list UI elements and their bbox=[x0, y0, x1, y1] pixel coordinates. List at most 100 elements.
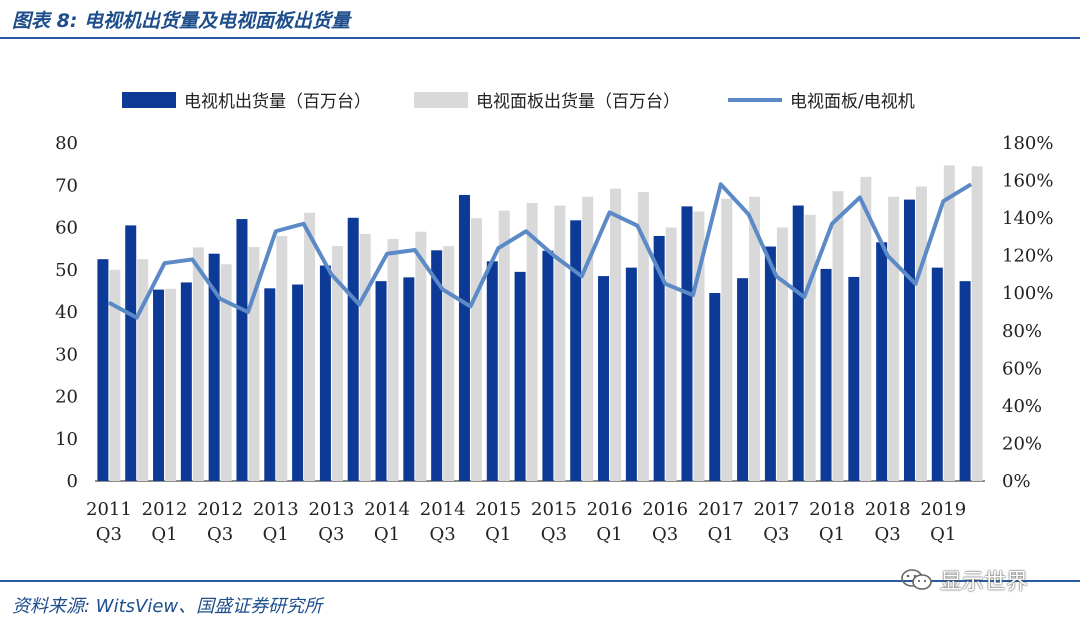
y-left-tick-label: 10 bbox=[55, 429, 78, 450]
x-tick-quarter: Q1 bbox=[708, 524, 734, 545]
x-tick-quarter: Q3 bbox=[763, 524, 789, 545]
y-left-tick-label: 60 bbox=[55, 218, 78, 239]
watermark: 显示世界 bbox=[900, 564, 1028, 596]
bar-panel-shipments bbox=[470, 218, 482, 481]
bar-panel-shipments bbox=[582, 196, 594, 481]
bar-panel-shipments bbox=[109, 269, 121, 481]
legend-item-ratio: 电视面板/电视机 bbox=[728, 87, 915, 112]
bar-panel-shipments bbox=[331, 246, 343, 481]
x-tick-year: 2015 bbox=[531, 499, 577, 520]
bar-panel-shipments bbox=[276, 235, 288, 481]
bar-tv-shipments bbox=[570, 220, 582, 481]
x-tick-year: 2012 bbox=[197, 499, 243, 520]
y-left-tick-label: 80 bbox=[55, 133, 78, 154]
bar-panel-shipments bbox=[776, 227, 788, 481]
bar-panel-shipments bbox=[192, 247, 204, 481]
x-tick-quarter: Q1 bbox=[485, 524, 511, 545]
bar-tv-shipments bbox=[125, 225, 137, 481]
bar-tv-shipments bbox=[542, 250, 554, 481]
x-tick-year: 2014 bbox=[420, 499, 466, 520]
watermark-text: 显示世界 bbox=[940, 570, 1029, 595]
bar-panel-shipments bbox=[915, 186, 927, 481]
bar-tv-shipments bbox=[681, 206, 693, 481]
bar-panel-shipments bbox=[415, 231, 427, 481]
y-right-tick-label: 80% bbox=[1002, 321, 1042, 342]
bar-panel-shipments bbox=[498, 210, 510, 481]
x-tick-quarter: Q3 bbox=[430, 524, 456, 545]
x-tick-year: 2019 bbox=[920, 499, 966, 520]
bar-tv-shipments bbox=[292, 284, 304, 481]
y-left-tick-label: 0 bbox=[67, 471, 78, 492]
y-right-tick-label: 120% bbox=[1002, 246, 1053, 267]
x-tick-quarter: Q1 bbox=[263, 524, 289, 545]
y-right-tick-label: 60% bbox=[1002, 358, 1042, 379]
bar-tv-shipments bbox=[903, 199, 915, 482]
y-right-tick-label: 20% bbox=[1002, 433, 1042, 454]
bar-tv-shipments bbox=[236, 219, 248, 482]
x-tick-year: 2018 bbox=[809, 499, 855, 520]
y-left-tick-label: 20 bbox=[55, 387, 78, 408]
y-right-tick-label: 180% bbox=[1002, 133, 1053, 154]
bar-panel-shipments bbox=[665, 227, 677, 481]
legend-label-tv: 电视机出货量（百万台） bbox=[184, 92, 371, 112]
x-tick-year: 2012 bbox=[142, 499, 188, 520]
bar-tv-shipments bbox=[97, 259, 109, 481]
bar-panel-shipments bbox=[832, 191, 844, 482]
bar-panel-shipments bbox=[220, 264, 232, 481]
bar-panel-shipments bbox=[721, 198, 733, 481]
legend-item-panel: 电视面板出货量（百万台） bbox=[414, 87, 680, 112]
legend: 电视机出货量（百万台） 电视面板出货量（百万台） 电视面板/电视机 bbox=[0, 87, 1080, 113]
source-note: 资料来源: WitsView、国盛证券研究所 bbox=[12, 596, 323, 617]
bar-panel-shipments bbox=[749, 196, 761, 481]
y-right-tick-label: 160% bbox=[1002, 171, 1053, 192]
bar-tv-shipments bbox=[153, 289, 165, 481]
legend-swatch-tv bbox=[122, 91, 176, 108]
bar-tv-shipments bbox=[347, 217, 359, 481]
y-left-tick-label: 50 bbox=[55, 260, 78, 281]
bar-panel-shipments bbox=[304, 212, 316, 481]
x-tick-quarter: Q1 bbox=[930, 524, 956, 545]
bar-tv-shipments bbox=[820, 268, 832, 481]
x-tick-year: 2017 bbox=[698, 499, 744, 520]
bar-panel-shipments bbox=[971, 166, 983, 482]
bar-tv-shipments bbox=[959, 281, 971, 481]
x-tick-year: 2018 bbox=[865, 499, 911, 520]
legend-label-panel: 电视面板出货量（百万台） bbox=[476, 92, 680, 112]
legend-swatch-ratio bbox=[728, 97, 782, 102]
bar-tv-shipments bbox=[180, 282, 192, 481]
figure-title: 图表 8: 电视机出货量及电视面板出货量 bbox=[12, 10, 351, 32]
bar-tv-shipments bbox=[876, 242, 888, 481]
x-tick-year: 2014 bbox=[364, 499, 410, 520]
y-right-tick-label: 100% bbox=[1002, 283, 1053, 304]
y-left-tick-label: 70 bbox=[55, 175, 78, 196]
bar-tv-shipments bbox=[319, 265, 331, 481]
bar-tv-shipments bbox=[486, 261, 498, 481]
bar-tv-shipments bbox=[848, 276, 860, 481]
x-tick-year: 2016 bbox=[587, 499, 633, 520]
x-tick-year: 2013 bbox=[309, 499, 355, 520]
bar-panel-shipments bbox=[248, 246, 260, 481]
x-tick-quarter: Q3 bbox=[207, 524, 233, 545]
bottom-rule bbox=[0, 580, 1080, 582]
bar-panel-shipments bbox=[610, 188, 622, 481]
bar-tv-shipments bbox=[403, 277, 415, 481]
bar-tv-shipments bbox=[375, 281, 387, 481]
y-right-tick-label: 140% bbox=[1002, 208, 1053, 229]
bar-tv-shipments bbox=[709, 292, 721, 481]
bar-tv-shipments bbox=[431, 250, 443, 481]
x-tick-year: 2016 bbox=[642, 499, 688, 520]
bar-tv-shipments bbox=[737, 278, 749, 481]
bar-tv-shipments bbox=[458, 194, 470, 481]
x-tick-quarter: Q1 bbox=[374, 524, 400, 545]
legend-item-tv: 电视机出货量（百万台） bbox=[122, 87, 371, 112]
bar-panel-shipments bbox=[387, 238, 399, 481]
bar-panel-shipments bbox=[443, 246, 455, 481]
bar-panel-shipments bbox=[637, 192, 649, 481]
bar-panel-shipments bbox=[526, 202, 538, 481]
bar-tv-shipments bbox=[764, 246, 776, 481]
bar-tv-shipments bbox=[792, 205, 804, 481]
bar-tv-shipments bbox=[598, 276, 610, 481]
bar-panel-shipments bbox=[860, 176, 872, 482]
x-tick-year: 2013 bbox=[253, 499, 299, 520]
